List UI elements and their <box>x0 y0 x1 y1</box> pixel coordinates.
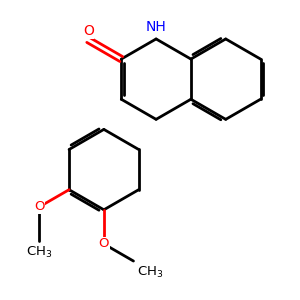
Text: NH: NH <box>146 20 166 34</box>
Text: CH$_3$: CH$_3$ <box>137 265 164 280</box>
Text: O: O <box>83 24 94 38</box>
Text: O: O <box>34 200 45 213</box>
Text: CH$_3$: CH$_3$ <box>26 245 53 260</box>
Text: O: O <box>99 238 109 250</box>
